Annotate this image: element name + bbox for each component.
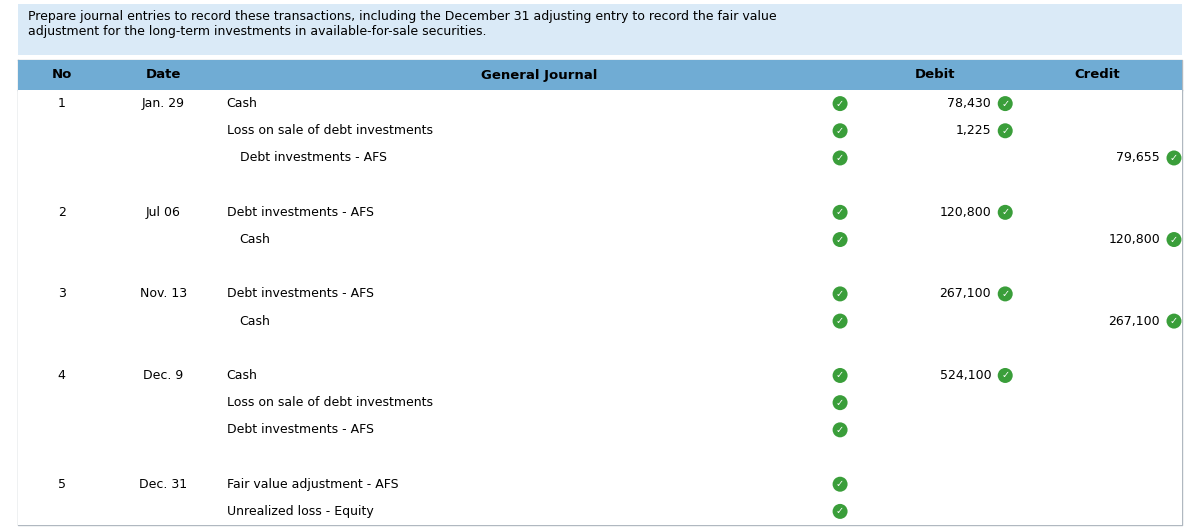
Text: ✓: ✓ (836, 207, 844, 217)
Text: ✓: ✓ (1001, 207, 1009, 217)
Text: ✓: ✓ (1001, 126, 1009, 136)
Text: Loss on sale of debt investments: Loss on sale of debt investments (227, 124, 433, 137)
Text: 267,100: 267,100 (940, 287, 991, 301)
Text: 78,430: 78,430 (948, 97, 991, 110)
Text: 79,655: 79,655 (1116, 152, 1160, 164)
Text: Credit: Credit (1075, 68, 1121, 82)
Text: ✓: ✓ (836, 398, 844, 408)
Text: ✓: ✓ (836, 479, 844, 489)
Text: ✓: ✓ (836, 316, 844, 326)
Text: ✓: ✓ (836, 99, 844, 109)
Text: ✓: ✓ (836, 289, 844, 299)
Text: 267,100: 267,100 (1109, 315, 1160, 328)
Text: 5: 5 (58, 478, 66, 491)
Text: ✓: ✓ (836, 370, 844, 381)
Text: Cash: Cash (240, 315, 270, 328)
Text: ✓: ✓ (836, 425, 844, 435)
Text: Loss on sale of debt investments: Loss on sale of debt investments (227, 396, 433, 409)
Text: Fair value adjustment - AFS: Fair value adjustment - AFS (227, 478, 398, 491)
Text: Dec. 9: Dec. 9 (143, 369, 184, 382)
Text: Debt investments - AFS: Debt investments - AFS (227, 287, 373, 301)
Text: 1: 1 (58, 97, 66, 110)
Text: Cash: Cash (227, 369, 258, 382)
Text: ✓: ✓ (1170, 153, 1178, 163)
Text: Debt investments - AFS: Debt investments - AFS (227, 423, 373, 436)
Text: 2: 2 (58, 206, 66, 219)
Text: Cash: Cash (240, 233, 270, 246)
Text: Debit: Debit (914, 68, 955, 82)
Text: Debt investments - AFS: Debt investments - AFS (227, 206, 373, 219)
Text: ✓: ✓ (1001, 370, 1009, 381)
Text: 524,100: 524,100 (940, 369, 991, 382)
Text: ✓: ✓ (1001, 99, 1009, 109)
Text: ✓: ✓ (836, 506, 844, 516)
Text: Debt investments - AFS: Debt investments - AFS (240, 152, 386, 164)
Text: Jan. 29: Jan. 29 (142, 97, 185, 110)
Text: Dec. 31: Dec. 31 (139, 478, 187, 491)
Text: ✓: ✓ (836, 235, 844, 244)
Text: 3: 3 (58, 287, 66, 301)
Text: Nov. 13: Nov. 13 (140, 287, 187, 301)
Text: General Journal: General Journal (481, 68, 598, 82)
Text: Prepare journal entries to record these transactions, including the December 31 : Prepare journal entries to record these … (28, 10, 776, 38)
Text: ✓: ✓ (836, 126, 844, 136)
Text: 120,800: 120,800 (940, 206, 991, 219)
Text: No: No (52, 68, 72, 82)
Text: Date: Date (146, 68, 181, 82)
Text: 4: 4 (58, 369, 66, 382)
Text: 1,225: 1,225 (955, 124, 991, 137)
Text: ✓: ✓ (1170, 316, 1178, 326)
Text: 120,800: 120,800 (1109, 233, 1160, 246)
Text: ✓: ✓ (1170, 235, 1178, 244)
Text: Unrealized loss - Equity: Unrealized loss - Equity (227, 505, 373, 518)
Text: Cash: Cash (227, 97, 258, 110)
Text: ✓: ✓ (1001, 289, 1009, 299)
Text: ✓: ✓ (836, 153, 844, 163)
Text: Jul 06: Jul 06 (146, 206, 181, 219)
